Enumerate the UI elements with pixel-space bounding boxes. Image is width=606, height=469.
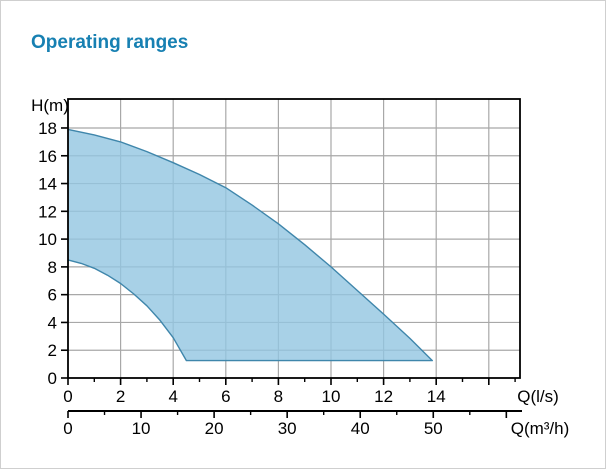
x-axis-secondary: 0 10 20 30 40 50 Q(m³/h) <box>63 410 570 438</box>
tick-label: 18 <box>38 119 57 138</box>
tick-label: 30 <box>278 419 297 438</box>
operating-region-fill <box>68 129 433 361</box>
x-axis-primary-label: Q(l/s) <box>517 387 559 406</box>
y-axis: 0 2 4 6 8 10 12 14 16 18 H(m) <box>31 96 69 388</box>
tick-label: 2 <box>116 387 125 406</box>
tick-label: 4 <box>48 313 57 332</box>
tick-label: 10 <box>38 230 57 249</box>
operating-region-outline <box>67 128 433 362</box>
chart-title: Operating ranges <box>31 32 189 53</box>
tick-label: 10 <box>322 387 341 406</box>
operating-region <box>67 128 433 362</box>
tick-label: 8 <box>48 258 57 277</box>
tick-label: 40 <box>351 419 370 438</box>
tick-label: 0 <box>63 419 72 438</box>
tick-label: 6 <box>48 286 57 305</box>
tick-label: 12 <box>38 202 57 221</box>
tick-label: 0 <box>63 387 72 406</box>
x-axis-secondary-label: Q(m³/h) <box>511 419 570 438</box>
tick-label: 8 <box>274 387 283 406</box>
tick-label: 12 <box>374 387 393 406</box>
tick-label: 20 <box>205 419 224 438</box>
tick-label: 10 <box>132 419 151 438</box>
tick-label: 14 <box>427 387 446 406</box>
tick-label: 50 <box>424 419 443 438</box>
tick-label: 2 <box>48 341 57 360</box>
tick-label: 6 <box>221 387 230 406</box>
tick-label: 14 <box>38 175 57 194</box>
x-axis-primary: 0 2 4 6 8 10 12 14 Q(l/s) <box>63 378 559 406</box>
y-axis-label: H(m) <box>31 96 69 115</box>
tick-label: 0 <box>48 369 57 388</box>
tick-label: 4 <box>168 387 177 406</box>
tick-label: 16 <box>38 147 57 166</box>
